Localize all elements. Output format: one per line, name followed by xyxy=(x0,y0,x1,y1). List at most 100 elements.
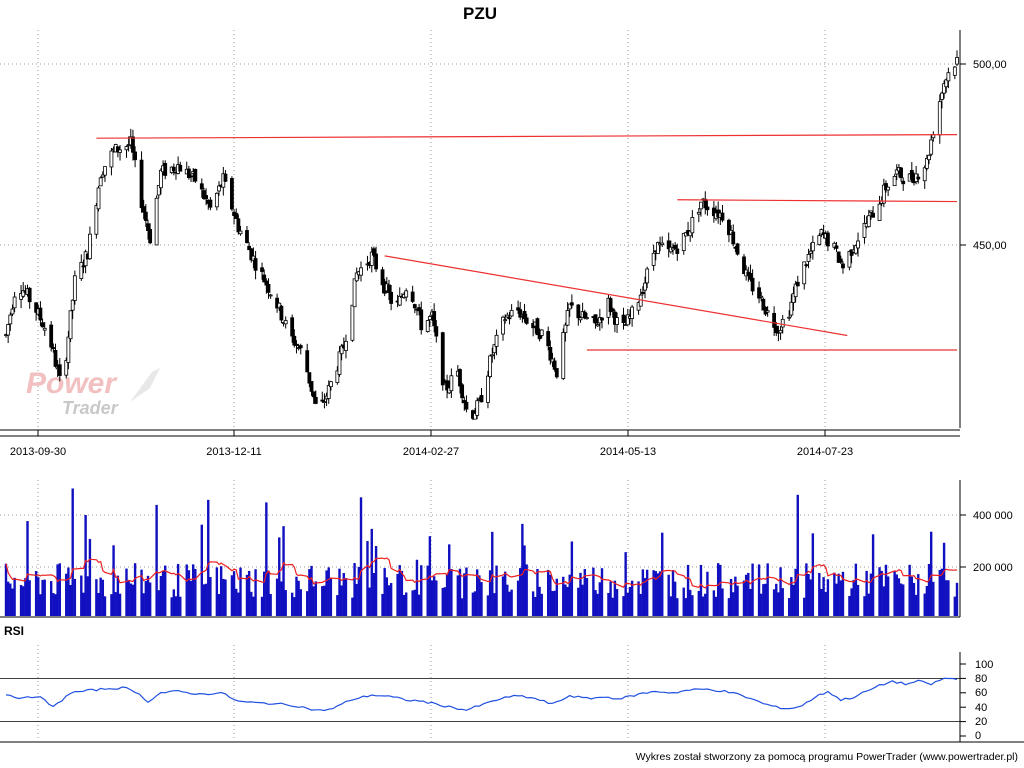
candle-body xyxy=(72,275,77,301)
volume-bar xyxy=(284,590,287,616)
volume-bar xyxy=(239,567,242,616)
volume-bar xyxy=(779,567,782,616)
volume-bar xyxy=(914,594,918,616)
volume-bar xyxy=(503,571,507,616)
volume-bar xyxy=(837,573,840,616)
candle-body xyxy=(853,245,858,254)
candle-body xyxy=(374,253,378,270)
volume-bar xyxy=(155,504,158,616)
trend-line xyxy=(96,133,958,139)
volume-bar xyxy=(902,584,905,616)
volume-bar xyxy=(684,598,688,616)
volume-bar xyxy=(732,592,735,616)
x-axis: 2013-09-30 2013-12-11 2014-02-27 2014-05… xyxy=(10,446,853,458)
volume-bar xyxy=(359,497,363,616)
candle-body xyxy=(186,168,191,179)
candle-body xyxy=(509,309,514,317)
volume-bar xyxy=(430,580,434,616)
candle-body xyxy=(554,368,559,378)
volume-bar xyxy=(882,586,886,616)
volume-bar xyxy=(450,569,453,616)
candle-body xyxy=(955,57,959,65)
volume-bar xyxy=(955,582,959,616)
volume-bar xyxy=(818,572,821,616)
volume-bar xyxy=(56,564,59,616)
candle-body xyxy=(731,231,736,245)
candle-body xyxy=(806,253,811,262)
volume-bar xyxy=(577,587,580,616)
candle-body xyxy=(253,258,258,271)
volume-bar xyxy=(41,579,44,616)
volume-bar xyxy=(52,593,55,616)
candle-body xyxy=(615,317,619,325)
candle-body xyxy=(103,166,107,176)
volume-y-axis: 400 000 200 000 xyxy=(973,510,1013,574)
volume-bar xyxy=(525,564,528,616)
candle-body xyxy=(660,242,665,245)
volume-bar xyxy=(224,579,227,616)
volume-bar xyxy=(953,596,957,616)
candle-body xyxy=(214,192,219,208)
y-tick-label: 20 xyxy=(975,716,987,728)
candle-body xyxy=(27,287,32,303)
candle-body xyxy=(178,164,183,172)
volume-bar xyxy=(82,592,85,616)
candle-body xyxy=(494,334,499,347)
candle-body xyxy=(688,230,693,237)
volume-bar xyxy=(435,580,438,616)
volume-bar xyxy=(99,577,102,616)
volume-bar xyxy=(478,575,481,616)
volume-bar xyxy=(338,568,341,616)
volume-bar xyxy=(826,579,830,616)
volume-bar xyxy=(9,583,12,616)
candle-body xyxy=(894,169,899,175)
candle-body xyxy=(387,284,391,294)
volume-bar xyxy=(583,569,586,616)
volume-bar xyxy=(568,574,571,616)
candle-body xyxy=(21,290,26,297)
volume-bar xyxy=(84,515,87,616)
volume-bar xyxy=(252,596,255,616)
candle-body xyxy=(42,327,47,331)
volume-bar xyxy=(43,579,46,616)
candle-body xyxy=(651,252,656,266)
candle-body xyxy=(249,248,254,261)
volume-bar xyxy=(65,573,68,616)
volume-bar xyxy=(641,569,645,616)
candle-body xyxy=(109,150,114,168)
candle-body xyxy=(268,294,273,297)
trend-line xyxy=(677,199,958,203)
candle-body xyxy=(277,302,282,309)
volume-bar xyxy=(460,598,464,616)
volume-bar xyxy=(510,589,513,616)
volume-bar xyxy=(340,585,343,616)
candle-body xyxy=(699,201,703,210)
volume-bar xyxy=(247,570,251,616)
volume-bar xyxy=(230,575,234,616)
volume-bar xyxy=(245,574,249,616)
volume-bar xyxy=(689,589,692,616)
volume-bar xyxy=(626,592,630,616)
volume-bar xyxy=(372,573,376,616)
candle-body xyxy=(856,240,860,249)
volume-bar xyxy=(811,533,815,616)
candle-body xyxy=(230,178,234,210)
volume-bar xyxy=(897,578,901,616)
candle-body xyxy=(100,174,105,178)
volume-bar xyxy=(389,583,393,616)
candle-body xyxy=(787,316,792,319)
candle-body xyxy=(458,369,462,387)
volume-bar xyxy=(179,596,182,616)
volume-bar xyxy=(932,581,935,616)
candle-body xyxy=(630,306,635,319)
candle-body xyxy=(705,206,710,211)
candle-body xyxy=(944,79,949,88)
volume-bar xyxy=(501,576,505,616)
volume-bar xyxy=(11,588,14,616)
candle-body xyxy=(79,262,84,279)
volume-bar xyxy=(792,584,795,616)
candle-body xyxy=(290,317,295,337)
volume-bars xyxy=(4,488,959,616)
volume-bar xyxy=(656,573,660,616)
candle-body xyxy=(298,345,303,349)
